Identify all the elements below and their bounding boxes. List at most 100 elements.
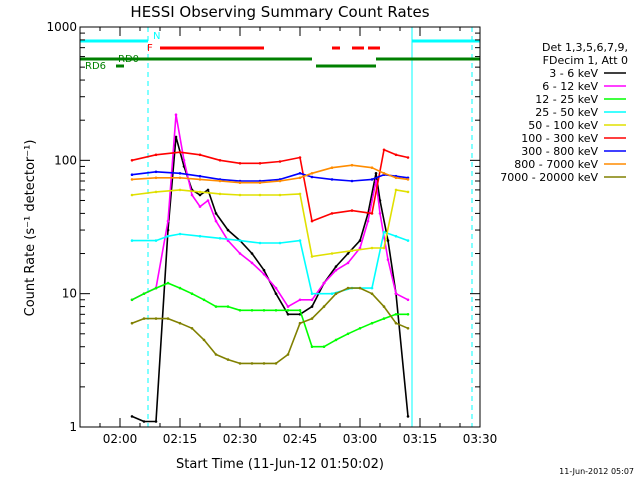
data-point-s3-22 [382,317,386,320]
data-point-s3-6 [190,292,194,296]
data-point-s1-9 [206,188,210,192]
data-point-s8-3 [178,176,182,180]
data-point-s2-23 [366,219,370,223]
data-point-s3-1 [130,298,134,302]
data-point-s4-8 [258,241,262,245]
data-point-s3-14 [286,309,290,312]
data-point-s7-4 [198,174,202,178]
data-point-s4-16 [394,234,398,238]
data-point-s2-20 [334,268,338,272]
y-axis-label: Count Rate (s⁻¹ detector⁻¹) [23,140,38,317]
data-point-s1-21 [346,252,350,255]
data-point-s2-12 [238,252,242,255]
flag-label-rd0: RD0 [118,54,139,65]
plot-area [130,27,473,427]
data-point-s6-12 [350,209,354,212]
flag-label-n: N [153,31,160,42]
data-point-s2-28 [406,298,410,302]
series-line-6 [131,149,409,222]
data-point-s4-9 [278,241,282,245]
data-point-s8-13 [370,166,374,169]
data-point-s9-15 [298,321,302,325]
x-tick-label-7: 03:30 [463,432,498,446]
legend-label-4: 25 - 50 keV [535,106,598,119]
legend-label-3: 12 - 25 keV [535,93,598,106]
data-point-s4-11 [310,292,314,296]
data-point-s3-15 [298,309,302,312]
y-axis: 1 10 100 1000 [46,20,480,434]
data-point-s2-18 [310,298,314,302]
data-point-s5-6 [238,193,242,197]
data-point-s2-10 [214,219,218,223]
data-point-s2-16 [286,305,290,308]
data-point-s2-6 [182,159,186,162]
legend-label-2: 6 - 12 keV [542,80,598,93]
data-point-s2-27 [394,292,398,296]
data-point-s1-18 [310,305,314,308]
data-point-s2-21 [346,261,350,265]
y-tick-label-2: 10 [62,287,77,301]
data-point-s5-10 [310,255,314,258]
data-point-s9-16 [310,317,314,320]
data-point-s7-9 [298,172,302,175]
data-point-s3-18 [334,338,338,342]
data-point-s6-14 [382,148,386,152]
series-line-9 [131,287,409,365]
data-point-s3-24 [406,313,410,316]
data-point-s6-11 [330,212,334,215]
data-point-s4-4 [178,232,182,236]
data-point-s6-16 [406,156,410,159]
data-point-s9-11 [250,362,254,365]
data-point-s1-20 [334,265,338,268]
data-point-s2-4 [166,219,170,223]
data-point-s7-10 [310,175,314,179]
data-point-s9-21 [370,292,374,296]
data-point-s8-7 [258,181,262,184]
data-point-s5-9 [298,192,302,196]
data-point-s5-2 [154,190,158,194]
data-point-s2-25 [378,212,382,215]
data-point-s1-4 [166,228,170,232]
data-point-s2-22 [358,246,362,250]
x-tick-label-4: 02:45 [283,432,318,446]
data-point-s6-8 [278,160,282,163]
data-point-s2-14 [262,272,266,276]
legend-label-6: 100 - 300 keV [521,132,598,145]
data-point-s9-8 [214,353,218,356]
data-point-s3-17 [322,345,326,349]
data-point-s7-3 [178,172,182,175]
data-point-s3-12 [262,309,266,312]
data-point-s3-19 [346,332,350,336]
data-point-s4-2 [154,239,158,242]
series-line-8 [131,164,409,184]
data-point-s9-6 [190,327,194,330]
data-point-s3-16 [310,345,314,349]
legend-label-1: 3 - 6 keV [549,67,598,80]
legend: Det 1,3,5,6,7,9,FDecim 1, Att 03 - 6 keV… [500,41,628,184]
data-point-s5-14 [382,246,386,250]
x-tick-label-3: 02:30 [223,432,258,446]
data-point-s8-4 [198,178,202,181]
data-point-s3-13 [274,309,278,312]
data-point-s8-2 [154,176,158,180]
data-point-s8-1 [130,178,134,181]
data-point-s2-17 [298,298,302,302]
data-point-s1-1 [130,415,134,418]
data-point-s4-5 [198,234,202,238]
data-point-s9-22 [382,305,386,308]
data-point-s1-16 [286,313,290,316]
data-point-s7-12 [350,179,354,183]
data-point-s9-7 [202,338,206,342]
x-axis: 02:00 02:15 02:30 02:45 03:00 03:15 03:30 [79,27,498,446]
legend-header-1: Det 1,3,5,6,7,9, [542,41,628,54]
data-point-s6-10 [310,219,314,223]
data-point-s5-1 [130,193,134,197]
legend-label-8: 800 - 7000 keV [514,158,598,171]
data-point-s9-17 [322,305,326,308]
data-point-s2-9 [206,199,210,202]
data-point-s2-7 [190,193,194,197]
data-point-s2-13 [250,261,254,265]
data-point-s5-16 [406,190,410,194]
data-point-s2-24 [374,179,378,183]
